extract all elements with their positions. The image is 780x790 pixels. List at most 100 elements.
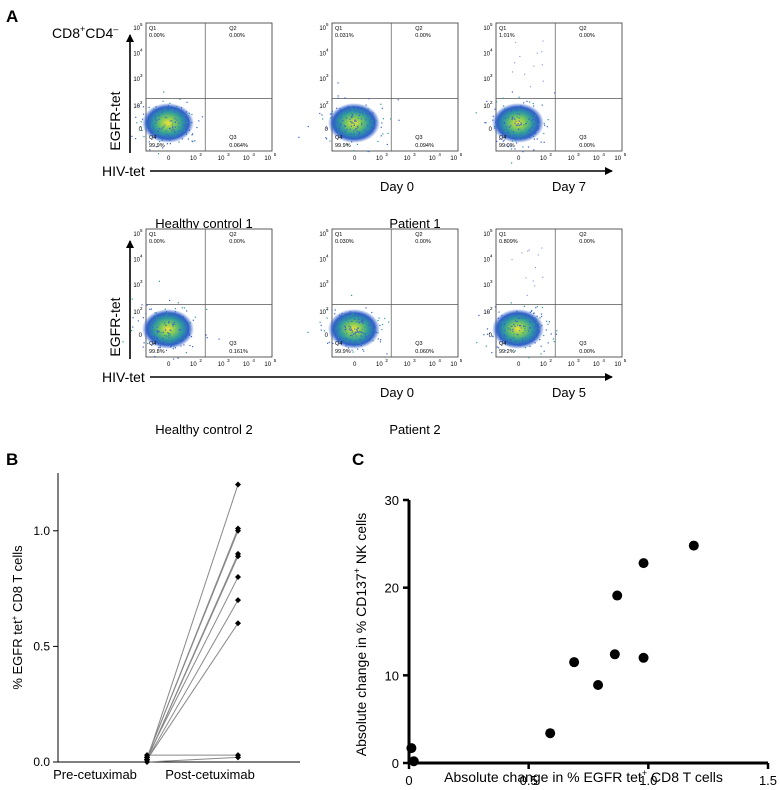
quadrant-value: 0.064% <box>229 143 248 149</box>
scatter-point <box>569 657 580 668</box>
event-dot <box>153 320 155 322</box>
event-dot <box>379 341 381 343</box>
event-dot <box>351 332 353 334</box>
event-dot <box>510 132 513 134</box>
event-dot <box>178 122 180 124</box>
event-dot <box>368 334 370 336</box>
x-tick-label: 10 <box>218 156 225 162</box>
y-tick-label: 10 <box>319 257 326 263</box>
event-dot <box>188 322 190 324</box>
pair-line <box>146 756 239 763</box>
event-dot <box>495 133 497 135</box>
event-dot <box>187 138 189 140</box>
event-dot <box>167 312 169 314</box>
scatter-point <box>593 679 604 690</box>
event-dot <box>351 141 353 143</box>
event-dot <box>372 125 375 127</box>
event-dot <box>162 331 164 333</box>
event-dot <box>532 331 534 333</box>
quadrant-value: 0.00% <box>579 143 595 149</box>
event-dot <box>359 339 361 341</box>
event-dot <box>307 331 309 333</box>
x-tick-label: 10 <box>243 362 250 368</box>
event-dot <box>143 136 145 138</box>
event-dot <box>362 322 364 324</box>
event-dot <box>326 317 328 319</box>
event-dot <box>486 100 488 102</box>
event-dot <box>337 323 339 326</box>
event-dot <box>355 134 357 136</box>
event-dot <box>196 126 198 129</box>
event-dot <box>320 324 322 326</box>
event-dot <box>149 308 151 310</box>
quadrant-name: Q2 <box>415 232 422 238</box>
event-dot <box>361 320 363 322</box>
event-dot <box>141 118 144 120</box>
event-dot <box>352 122 354 124</box>
event-dot <box>542 276 544 278</box>
event-dot <box>166 316 168 318</box>
event-dot <box>336 107 338 109</box>
pair-line <box>146 530 239 758</box>
event-dot <box>505 117 507 119</box>
event-dot <box>154 336 156 338</box>
quadrant-name: Q2 <box>579 26 586 32</box>
event-dot <box>180 107 183 109</box>
event-dot <box>534 132 536 134</box>
event-dot <box>351 334 353 336</box>
event-dot <box>341 132 343 134</box>
event-dot <box>358 132 360 134</box>
event-dot <box>532 118 534 120</box>
event-dot <box>142 346 144 348</box>
event-dot <box>170 312 172 314</box>
event-dot <box>334 313 336 315</box>
event-dot <box>360 335 362 337</box>
event-dot <box>533 312 535 314</box>
event-dot <box>522 137 524 139</box>
event-dot <box>531 126 533 128</box>
event-dot <box>544 124 546 126</box>
event-dot <box>186 330 188 333</box>
y-tick-label: 30 <box>385 493 399 508</box>
event-dot <box>145 126 148 128</box>
event-dot <box>365 119 367 121</box>
event-dot <box>534 342 536 344</box>
event-dot <box>150 323 152 326</box>
scatter-point <box>688 540 699 551</box>
event-dot <box>218 338 220 340</box>
event-dot <box>165 311 168 313</box>
quadrant-value: 0.00% <box>229 239 245 245</box>
event-dot <box>331 110 333 112</box>
event-dot <box>156 332 158 334</box>
event-dot <box>337 330 339 332</box>
event-dot <box>484 122 486 124</box>
event-dot <box>344 325 346 327</box>
x-tick-label: 0 <box>353 362 357 368</box>
event-dot <box>186 333 189 335</box>
y-tick-exponent: 2 <box>140 306 143 311</box>
event-dot <box>168 135 170 137</box>
event-dot <box>350 112 352 114</box>
event-dot <box>529 345 531 347</box>
event-dot <box>541 51 543 53</box>
event-dot <box>520 124 522 126</box>
event-dot <box>529 86 531 88</box>
event-dot <box>513 134 515 136</box>
event-dot <box>350 326 352 328</box>
event-dot <box>157 338 159 340</box>
y-tick-label: 10 <box>319 310 326 316</box>
event-dot <box>352 335 354 337</box>
event-dot <box>347 340 349 342</box>
event-dot <box>185 352 187 354</box>
event-dot <box>149 114 151 116</box>
event-dot <box>536 138 538 140</box>
event-dot <box>342 120 344 122</box>
y-tick-label: 0 <box>392 756 399 771</box>
event-dot <box>156 146 158 148</box>
event-dot <box>499 322 501 324</box>
event-dot <box>356 321 358 323</box>
event-dot <box>362 348 364 350</box>
event-dot <box>177 125 179 128</box>
event-dot <box>522 340 524 342</box>
event-dot <box>520 135 522 137</box>
